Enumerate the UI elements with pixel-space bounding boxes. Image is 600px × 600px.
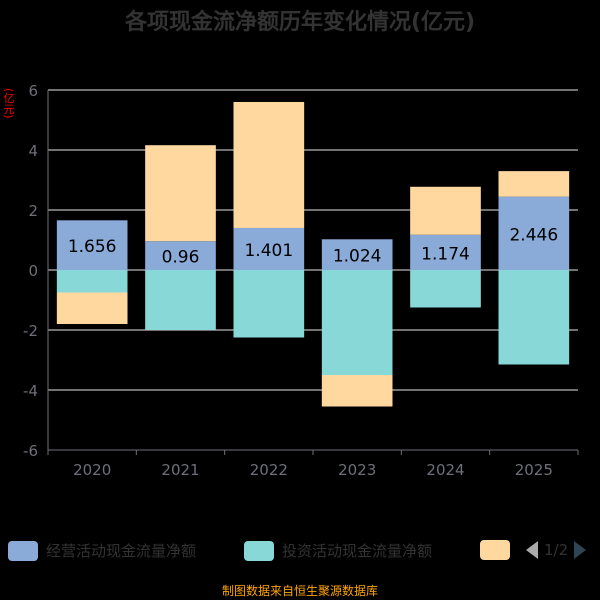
y-axis-unit: (亿元) bbox=[2, 88, 15, 119]
bar-segment-operating-2025[interactable] bbox=[498, 196, 570, 270]
axes: -6 -4 -2 0 2 4 6 2020 2021 2022 2023 2024 2025 bbox=[23, 82, 579, 479]
data-label-2023: 1.024 bbox=[333, 247, 382, 267]
bar-segment-operating-2020[interactable] bbox=[56, 220, 128, 270]
legend-item-investing[interactable]: 投资活动现金流量净额 bbox=[244, 540, 432, 561]
legend-page-indicator: 1/2 bbox=[544, 541, 569, 559]
data-label-2022: 1.401 bbox=[244, 241, 293, 261]
bar-segment-investing-2020[interactable] bbox=[56, 270, 128, 293]
bar-segment-investing-2021[interactable] bbox=[145, 270, 216, 330]
y-tick-label: 6 bbox=[28, 82, 38, 100]
bar-segment-operating-2024[interactable] bbox=[410, 234, 481, 270]
legend-item-operating[interactable]: 经营活动现金流量净额 bbox=[8, 540, 196, 561]
x-tick-label-2025: 2025 bbox=[515, 461, 553, 479]
bar-segment-operating-2022[interactable] bbox=[233, 227, 305, 270]
y-tick-label: 2 bbox=[28, 202, 38, 220]
data-labels: 1.656 0.96 1.401 1.024 1.174 2.446 bbox=[68, 225, 558, 267]
chart-title: 各项现金流净额历年变化情况(亿元) bbox=[124, 10, 476, 35]
x-tick-label-2022: 2022 bbox=[250, 461, 288, 479]
bar-segment-investing-2025[interactable] bbox=[498, 270, 570, 365]
bar-segment-financing-2024[interactable] bbox=[410, 186, 481, 235]
x-tick-label-2020: 2020 bbox=[73, 461, 111, 479]
data-label-2024: 1.174 bbox=[421, 244, 470, 264]
bars bbox=[56, 101, 570, 407]
bar-segment-financing-2021[interactable] bbox=[145, 145, 216, 242]
y-tick-label: 0 bbox=[28, 262, 38, 280]
bar-segment-operating-2023[interactable] bbox=[321, 239, 393, 270]
x-tick-label-2023: 2023 bbox=[338, 461, 376, 479]
bar-segment-investing-2024[interactable] bbox=[410, 270, 481, 308]
legend-swatch-financing bbox=[480, 540, 510, 560]
y-tick-label: -2 bbox=[23, 322, 38, 340]
bar-segment-investing-2023[interactable] bbox=[321, 270, 393, 375]
bar-segment-operating-2021[interactable] bbox=[145, 241, 216, 270]
legend-label-operating: 经营活动现金流量净额 bbox=[46, 542, 197, 560]
bar-segment-financing-2023[interactable] bbox=[321, 375, 393, 407]
bar-segment-investing-2022[interactable] bbox=[233, 270, 305, 338]
data-label-2025: 2.446 bbox=[509, 225, 558, 245]
legend-swatch-operating bbox=[8, 540, 38, 561]
y-tick-label: 4 bbox=[28, 142, 38, 160]
data-source-note: 制图数据来自恒生聚源数据库 bbox=[221, 584, 378, 598]
legend-label-investing: 投资活动现金流量净额 bbox=[282, 542, 433, 560]
bar-segment-financing-2020[interactable] bbox=[56, 292, 128, 325]
data-label-2020: 1.656 bbox=[68, 237, 117, 257]
y-tick-label: -6 bbox=[23, 442, 38, 460]
legend-prev-arrow-icon[interactable] bbox=[526, 541, 538, 559]
legend-pager: 1/2 bbox=[526, 541, 587, 559]
x-tick-label-2021: 2021 bbox=[161, 461, 199, 479]
legend-next-arrow-icon[interactable] bbox=[574, 541, 587, 559]
data-label-2021: 0.96 bbox=[162, 248, 200, 268]
legend-item-financing[interactable] bbox=[480, 540, 518, 560]
x-tick-label-2024: 2024 bbox=[426, 461, 464, 479]
bar-segment-financing-2025[interactable] bbox=[498, 171, 570, 197]
bar-segment-financing-2022[interactable] bbox=[233, 101, 305, 228]
legend: 经营活动现金流量净额 投资活动现金流量净额 1/2 bbox=[0, 536, 600, 566]
y-tick-label: -4 bbox=[23, 382, 38, 400]
legend-swatch-investing bbox=[244, 540, 274, 561]
